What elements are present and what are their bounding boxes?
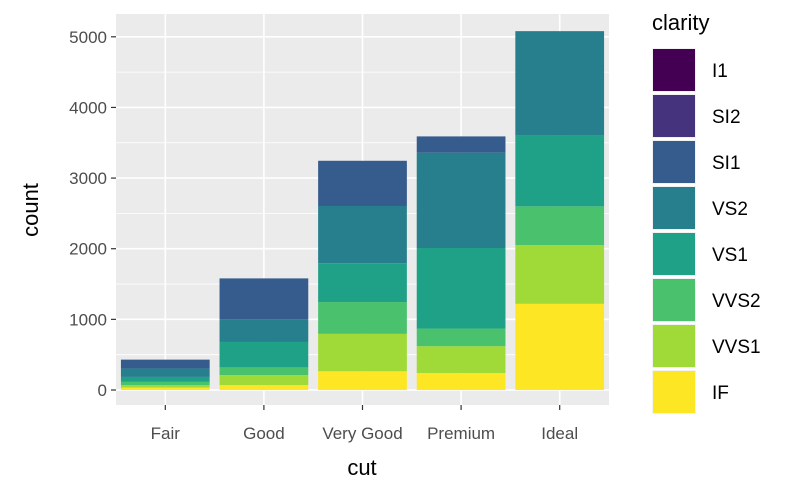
x-tick-label: Ideal	[541, 424, 578, 443]
legend-swatch-si2	[653, 95, 695, 137]
bar-segment-very-good-vs2	[318, 205, 407, 264]
bar-segment-very-good-if	[318, 371, 407, 390]
legend-label-vvs2: VVS2	[712, 291, 761, 312]
y-tick-label: 3000	[69, 169, 107, 188]
legend-swatch-if	[653, 371, 695, 413]
bar-segment-ideal-vvs1	[515, 245, 605, 304]
y-tick-label: 4000	[69, 98, 107, 117]
y-tick-label: 2000	[69, 240, 107, 259]
bar-segment-fair-vs1	[120, 376, 210, 382]
legend-swatch-vvs1	[653, 325, 695, 367]
bar-segment-good-vs1	[219, 341, 309, 368]
legend-label-vvs1: VVS1	[712, 337, 761, 358]
bar-segment-very-good-vvs1	[318, 333, 407, 372]
x-axis: Fair Good Very Good Premium Ideal	[151, 405, 578, 443]
y-axis-title: count	[18, 183, 43, 237]
bar-segment-ideal-vvs2	[515, 206, 605, 246]
bar-segment-premium-vs1	[416, 248, 506, 329]
legend-label-i1: I1	[712, 61, 728, 82]
y-tick-label: 5000	[69, 28, 107, 47]
bar-segment-ideal-if	[515, 303, 605, 390]
legend-swatch-si1	[653, 141, 695, 183]
y-tick-label: 0	[98, 381, 107, 400]
legend-swatch-i1	[653, 49, 695, 91]
x-tick-label: Very Good	[322, 424, 402, 443]
bar-segment-premium-si1	[416, 136, 506, 153]
bar-segment-premium-vs2	[416, 152, 506, 249]
y-tick-label: 1000	[69, 310, 107, 329]
bar-segment-fair-vs2	[120, 368, 210, 377]
bar-segment-good-vs2	[219, 319, 309, 342]
bar-segment-good-si1	[219, 278, 309, 320]
legend-swatch-vs1	[653, 233, 695, 275]
bar-segment-very-good-vvs2	[318, 302, 407, 334]
bar-segment-good-vvs2	[219, 367, 309, 376]
bar-segment-premium-vvs2	[416, 328, 506, 347]
legend-label-if: IF	[712, 383, 729, 404]
legend: clarity I1 SI2 SI1 VS2 VS1 VVS2 VVS1 IF	[652, 10, 761, 414]
x-tick-label: Good	[243, 424, 285, 443]
bar-segment-fair-vvs1	[120, 385, 210, 388]
legend-swatch-vs2	[653, 187, 695, 229]
legend-swatch-vvs2	[653, 279, 695, 321]
x-axis-title: cut	[347, 455, 376, 480]
bar-segment-fair-si1	[120, 359, 210, 369]
x-tick-label: Fair	[151, 424, 181, 443]
legend-label-si1: SI1	[712, 153, 741, 174]
bars	[120, 31, 605, 390]
bar-segment-very-good-si1	[318, 160, 407, 206]
bar-segment-fair-if	[120, 387, 210, 390]
bar-segment-ideal-vs2	[515, 31, 605, 136]
legend-label-vs1: VS1	[712, 245, 748, 266]
bar-segment-good-vvs1	[219, 375, 309, 386]
bar-segment-very-good-vs1	[318, 263, 407, 303]
bar-segment-ideal-vs1	[515, 135, 605, 207]
y-axis: 0 1000 2000 3000 4000 5000	[69, 28, 116, 400]
legend-title: clarity	[652, 10, 709, 35]
bar-segment-premium-if	[416, 373, 506, 390]
legend-label-vs2: VS2	[712, 199, 748, 220]
bar-segment-fair-vvs2	[120, 381, 210, 386]
bar-segment-premium-vvs1	[416, 346, 506, 374]
legend-label-si2: SI2	[712, 107, 741, 128]
x-tick-label: Premium	[427, 424, 495, 443]
bar-segment-good-if	[219, 385, 309, 390]
